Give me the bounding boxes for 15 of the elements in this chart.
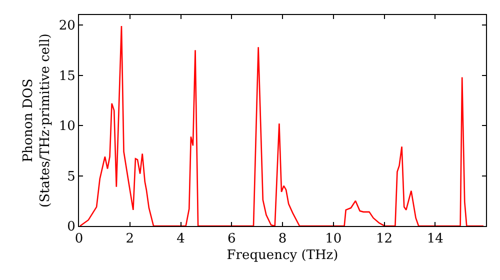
y-tick-label: 5 xyxy=(67,169,76,184)
x-tick-label: 10 xyxy=(325,232,342,247)
y-tick-label: 15 xyxy=(58,68,76,84)
line-series xyxy=(79,25,484,226)
x-tick-label: 8 xyxy=(278,232,287,247)
x-tick-label: 12 xyxy=(376,232,393,247)
x-tick-label: 2 xyxy=(126,232,134,247)
x-tick-label: 14 xyxy=(426,232,444,247)
y-axis-title: Phonon DOS (States/THz·primitive cell) xyxy=(20,33,53,208)
x-axis-title: Frequency (THz) xyxy=(226,248,338,264)
x-tick-label: 4 xyxy=(176,232,185,247)
y-tick-label: 0 xyxy=(67,220,76,235)
y-tick-label: 20 xyxy=(58,18,76,34)
y-tick-label: 10 xyxy=(58,119,76,134)
x-tick-label: 6 xyxy=(227,232,236,247)
